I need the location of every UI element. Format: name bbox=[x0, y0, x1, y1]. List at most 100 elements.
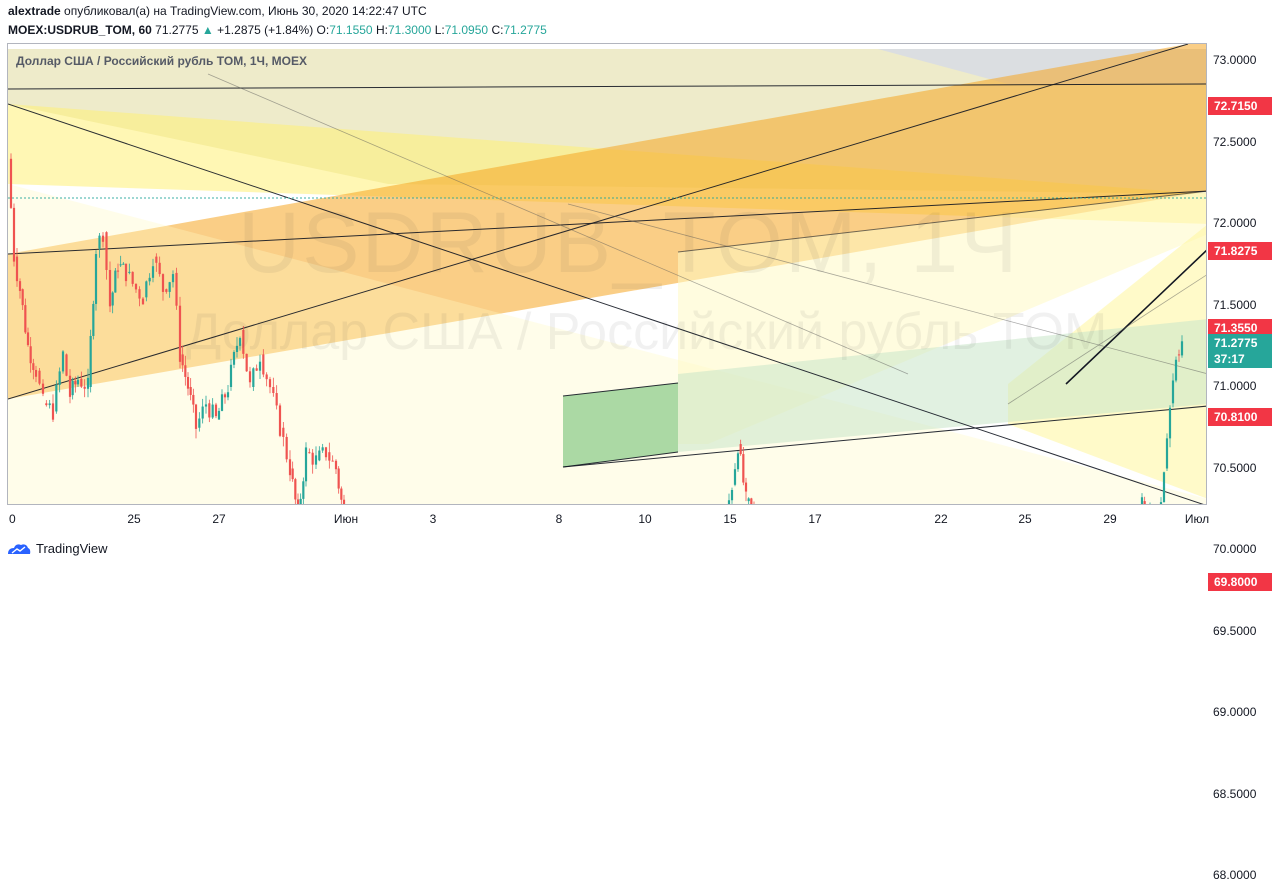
candle-body bbox=[165, 289, 168, 292]
candle-body bbox=[12, 207, 16, 262]
price-tick: 68.0000 bbox=[1213, 868, 1257, 882]
candle-body bbox=[328, 452, 331, 461]
symbol-line: MOEX:USDRUB_TOM, 60 71.2775 ▲ +1.2875 (+… bbox=[8, 23, 547, 37]
candle-body bbox=[119, 264, 122, 266]
up-arrow-icon: ▲ bbox=[201, 23, 214, 37]
chart-pane[interactable]: USDRUB_TOM, 1Ч Доллар США / Российский р… bbox=[7, 43, 1207, 505]
h-label: H: bbox=[375, 23, 388, 37]
candle-body bbox=[275, 393, 278, 406]
candle-body bbox=[1143, 501, 1146, 504]
price-tick: 68.5000 bbox=[1213, 786, 1257, 801]
chart-svg[interactable] bbox=[8, 44, 1207, 505]
candle-body bbox=[1180, 341, 1184, 356]
price-tick: 72.5000 bbox=[1213, 134, 1257, 149]
time-tick: 0 bbox=[9, 512, 16, 526]
symbol-name[interactable]: MOEX:USDRUB_TOM, 60 bbox=[8, 23, 152, 37]
candle-body bbox=[1140, 497, 1144, 504]
time-tick: 3 bbox=[429, 512, 437, 526]
candle-body bbox=[101, 235, 105, 242]
candle-body bbox=[105, 232, 108, 270]
candle-body bbox=[733, 469, 737, 485]
candle-body bbox=[124, 263, 128, 282]
o-label: O: bbox=[316, 23, 330, 37]
green-channel bbox=[563, 383, 678, 467]
price-level-label[interactable]: 71.8275 bbox=[1208, 242, 1272, 261]
candle-body bbox=[108, 269, 112, 307]
candle-body bbox=[1174, 359, 1178, 381]
candle-body bbox=[21, 289, 24, 306]
candle-body bbox=[32, 363, 35, 370]
c-value: 71.2775 bbox=[503, 23, 547, 37]
candle-body bbox=[158, 262, 161, 275]
candle-body bbox=[26, 332, 30, 346]
price-tick: 71.0000 bbox=[1213, 379, 1257, 393]
publish-text: опубликовал(а) на TradingView.com, Июнь … bbox=[64, 4, 427, 18]
candle-body bbox=[291, 468, 294, 480]
chart-legend-title: Доллар США / Российский рубль TOM, 1Ч, M… bbox=[16, 54, 307, 68]
candle-body bbox=[252, 368, 255, 387]
candle-body bbox=[58, 371, 61, 385]
candle-body bbox=[282, 427, 285, 437]
candle-body bbox=[131, 271, 134, 284]
bar-countdown-label[interactable]: 37:17 bbox=[1208, 349, 1272, 368]
candle-body bbox=[288, 459, 292, 476]
candle-body bbox=[181, 354, 184, 366]
candle-body bbox=[268, 379, 272, 388]
candle-body bbox=[15, 256, 19, 282]
time-tick: 8 bbox=[555, 512, 563, 526]
c-label: C: bbox=[491, 23, 504, 37]
price-tick: 70.0000 bbox=[1213, 542, 1257, 556]
light-zone-top bbox=[677, 190, 1206, 253]
candle-body bbox=[114, 270, 117, 293]
candle-body bbox=[324, 447, 328, 458]
candle-body bbox=[65, 354, 68, 376]
candle-body bbox=[217, 410, 221, 420]
candle-body bbox=[1165, 438, 1169, 469]
candle-body bbox=[45, 403, 48, 406]
candle-body bbox=[208, 403, 211, 418]
price-level-label[interactable]: 72.7150 bbox=[1208, 97, 1272, 116]
time-tick: Июл bbox=[1184, 512, 1210, 526]
candle-body bbox=[189, 387, 192, 395]
candle-body bbox=[308, 452, 311, 454]
author-name[interactable]: alextrade bbox=[8, 4, 61, 18]
time-tick: 10 bbox=[638, 512, 652, 526]
h-value: 71.3000 bbox=[387, 23, 432, 37]
fan-line-2 bbox=[567, 203, 1206, 374]
price-level-label[interactable]: 69.8000 bbox=[1208, 572, 1272, 591]
candle-body bbox=[89, 335, 92, 387]
price-level-label[interactable]: 71.3550 bbox=[1208, 319, 1272, 338]
candle-body bbox=[278, 405, 282, 436]
candle-body bbox=[98, 235, 101, 249]
price-tick: 73.0000 bbox=[1213, 53, 1257, 67]
candle-body bbox=[80, 378, 83, 387]
price-level-label[interactable]: 70.8100 bbox=[1208, 407, 1272, 426]
candle-body bbox=[198, 418, 201, 428]
orange-channel-mid bbox=[8, 190, 1206, 255]
candle-body bbox=[727, 500, 731, 504]
candle-body bbox=[51, 403, 55, 420]
green-channel-top bbox=[562, 382, 679, 397]
last-price-label[interactable]: 71.2775 bbox=[1208, 333, 1272, 352]
candle-body bbox=[302, 481, 305, 499]
candle-body bbox=[122, 263, 125, 265]
price-tick: 71.5000 bbox=[1213, 297, 1257, 312]
candle-body bbox=[220, 394, 224, 411]
time-tick: 27 bbox=[212, 512, 226, 526]
candle-body bbox=[41, 383, 45, 394]
candle-body bbox=[141, 298, 145, 305]
candle-body bbox=[29, 346, 32, 364]
tradingview-logo[interactable]: TradingView bbox=[6, 541, 108, 556]
candle-body bbox=[55, 384, 58, 412]
candle-body bbox=[238, 338, 242, 346]
publish-info: alextrade опубликовал(а) на TradingView.… bbox=[8, 4, 427, 18]
change-value: +1.2875 (+1.84%) bbox=[217, 23, 314, 37]
time-axis[interactable]: 0 25 27 Июн 3 8 10 15 17 22 25 29 Июл bbox=[7, 505, 1210, 530]
l-label: L: bbox=[434, 23, 445, 37]
rising-trendline bbox=[1065, 249, 1206, 385]
candle-body bbox=[171, 274, 175, 283]
l-value: 71.0950 bbox=[444, 23, 489, 37]
price-axis[interactable]: 73.0000 72.5000 72.0000 71.5000 71.0000 70.50… bbox=[1207, 43, 1274, 882]
candle-body bbox=[294, 479, 297, 500]
candle-body bbox=[340, 488, 343, 500]
